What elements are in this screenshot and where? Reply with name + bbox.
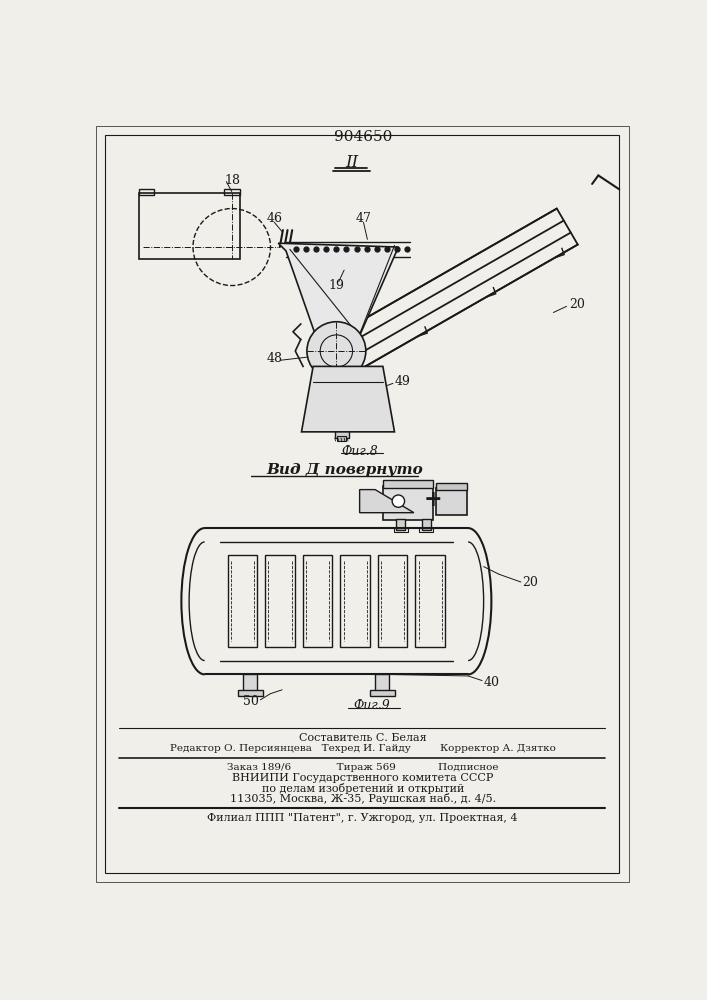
Bar [436, 488, 467, 515]
Text: 20: 20 [522, 576, 538, 588]
Text: Редактор О. Персиянцева   Техред И. Гайду         Корректор А. Дзятко: Редактор О. Персиянцева Техред И. Гайду … [170, 744, 556, 753]
Bar [337, 436, 346, 441]
Text: Составитель С. Белая: Составитель С. Белая [299, 733, 426, 743]
Text: ВНИИПИ Государственного комитета СССР: ВНИИПИ Государственного комитета СССР [232, 773, 493, 783]
Text: 18: 18 [224, 174, 240, 187]
Bar [340, 555, 370, 647]
Bar [303, 555, 332, 647]
Bar [421, 519, 431, 530]
Text: по делам изобретений и открытий: по делам изобретений и открытий [262, 783, 464, 794]
Text: Вид Д повернуто: Вид Д повернуто [267, 463, 423, 477]
Bar [416, 555, 445, 647]
Text: Фиг.9: Фиг.9 [353, 699, 390, 712]
Bar [335, 430, 349, 438]
Bar [383, 486, 433, 520]
Bar [139, 193, 240, 259]
Bar [370, 690, 395, 696]
Bar [228, 555, 257, 647]
Polygon shape [301, 366, 395, 432]
Text: 46: 46 [267, 212, 282, 225]
Bar [243, 674, 257, 691]
Text: 113035, Москва, Ж-35, Раушская наб., д. 4/5.: 113035, Москва, Ж-35, Раушская наб., д. … [230, 793, 496, 804]
Bar [383, 480, 433, 488]
Text: 20: 20 [569, 298, 585, 311]
Bar [394, 528, 408, 532]
Text: Филиал ППП "Патент", г. Ужгород, ул. Проектная, 4: Филиал ППП "Патент", г. Ужгород, ул. Про… [207, 813, 518, 823]
Text: +: + [424, 489, 443, 511]
Text: 47: 47 [356, 212, 371, 225]
Circle shape [392, 495, 404, 507]
Text: Фиг.8: Фиг.8 [341, 445, 378, 458]
Text: 50: 50 [243, 695, 259, 708]
Text: 40: 40 [484, 676, 500, 689]
Bar [375, 674, 389, 691]
Bar [378, 555, 407, 647]
Bar [396, 519, 405, 530]
Bar [224, 189, 240, 195]
Bar [139, 189, 154, 195]
Bar [436, 483, 467, 490]
Bar [265, 555, 295, 647]
Text: II: II [345, 154, 358, 171]
Text: 48: 48 [267, 352, 282, 365]
Bar [419, 528, 433, 532]
Bar [238, 690, 263, 696]
Circle shape [307, 322, 366, 380]
Text: 19: 19 [329, 279, 344, 292]
Text: 49: 49 [395, 375, 410, 388]
Polygon shape [279, 243, 398, 339]
Text: 904650: 904650 [334, 130, 392, 144]
Text: Заказ 189/6              Тираж 569             Подписное: Заказ 189/6 Тираж 569 Подписное [227, 763, 498, 772]
Polygon shape [360, 490, 414, 513]
